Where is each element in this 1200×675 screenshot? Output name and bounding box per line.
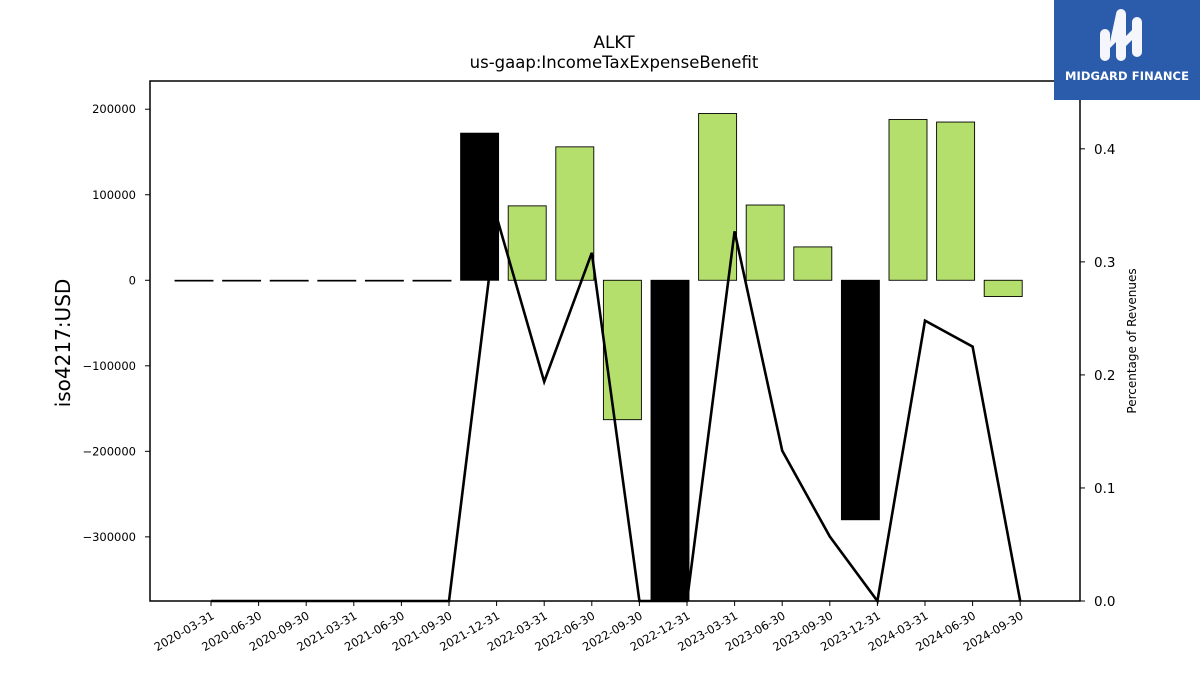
y2-tick-label: 0.3 xyxy=(1094,255,1115,271)
bar xyxy=(269,279,309,282)
chart-title: ALKT us-gaap:IncomeTaxExpenseBenefit xyxy=(470,33,759,72)
brand-logo: MIDGARD FINANCE xyxy=(1054,0,1200,100)
bar xyxy=(364,279,404,282)
bar xyxy=(222,279,262,282)
y2-axis-label: Percentage of Revenues xyxy=(1125,268,1139,413)
y-tick-label: −200000 xyxy=(82,444,136,458)
logo-text: MIDGARD FINANCE xyxy=(1064,69,1190,83)
bar xyxy=(698,113,738,281)
y2-tick-label: 0.4 xyxy=(1094,142,1115,158)
bar xyxy=(317,279,357,282)
y2-tick-label: 0.2 xyxy=(1094,368,1115,384)
logo-mark-icon xyxy=(1100,9,1142,61)
bar xyxy=(936,121,976,281)
bar xyxy=(793,246,833,281)
y-axis: −300000 −200000 −100000 0 100000 200000 xyxy=(82,102,150,544)
bar xyxy=(745,204,785,281)
y-tick-label: 100000 xyxy=(92,188,136,202)
chart-title-text: ALKT xyxy=(593,33,635,53)
bar xyxy=(650,279,690,602)
bar xyxy=(555,146,595,281)
y-tick-label: −300000 xyxy=(82,530,136,544)
y2-tick-label: 0.0 xyxy=(1094,594,1115,610)
bar xyxy=(840,279,880,521)
x-axis: 2020-03-312020-06-302020-09-302021-03-31… xyxy=(152,601,1026,654)
bar xyxy=(507,205,547,281)
y2-axis: 0.0 0.1 0.2 0.3 0.4 xyxy=(1080,142,1115,610)
bar xyxy=(412,279,452,282)
y-tick-label: 0 xyxy=(129,273,136,287)
bar xyxy=(174,279,214,282)
bar-layer xyxy=(174,113,1023,602)
y-tick-label: −100000 xyxy=(82,359,136,373)
bar xyxy=(888,119,928,281)
y2-tick-label: 0.1 xyxy=(1094,481,1115,497)
plot-frame xyxy=(149,80,1081,602)
y-axis-label: iso4217:USD xyxy=(51,279,75,408)
y-tick-label: 200000 xyxy=(92,102,136,116)
chart-subtitle-text: us-gaap:IncomeTaxExpenseBenefit xyxy=(470,53,759,72)
bar xyxy=(460,132,500,281)
bar xyxy=(983,279,1023,297)
bar xyxy=(602,279,642,421)
